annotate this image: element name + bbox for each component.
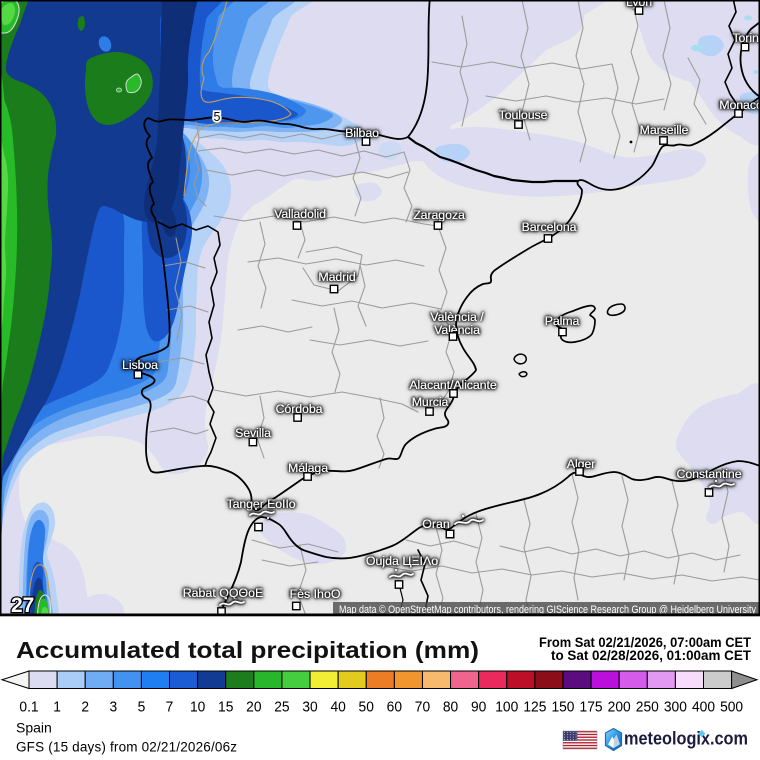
svg-text:80: 80 (443, 699, 458, 716)
svg-text:Sevilla: Sevilla (235, 426, 271, 440)
svg-text:Valladolid: Valladolid (274, 207, 326, 221)
svg-text:15: 15 (218, 699, 233, 716)
svg-text:100: 100 (495, 699, 518, 716)
svg-text:GFS (15 days) from 02/21/2026: GFS (15 days) from 02/21/2026/06z (16, 740, 237, 755)
svg-text:27: 27 (11, 594, 34, 617)
svg-text:Rabat QQΘоE: Rabat QQΘоE (183, 586, 264, 600)
svg-text:250: 250 (636, 699, 659, 716)
svg-text:Madrid: Madrid (318, 270, 355, 284)
svg-text:Zaragoza: Zaragoza (413, 208, 465, 222)
svg-text:300: 300 (664, 699, 687, 716)
svg-text:Córdoba: Córdoba (276, 402, 323, 416)
svg-text:Map data © OpenStreetMap contr: Map data © OpenStreetMap contributors, r… (339, 604, 756, 616)
svg-text:200: 200 (608, 699, 631, 716)
svg-text:València /: València / (430, 310, 484, 324)
svg-text:2: 2 (81, 699, 89, 716)
svg-text:Lyon: Lyon (626, 0, 652, 9)
svg-text:Oujda ЦΞIΛо: Oujda ЦΞIΛо (366, 554, 438, 568)
svg-text:5: 5 (214, 110, 221, 124)
svg-text:to Sat 02/28/2026, 01:00am CET: to Sat 02/28/2026, 01:00am CET (551, 648, 752, 663)
svg-text:Fès ІһоO: Fès ІһоO (290, 587, 341, 601)
svg-text:50: 50 (359, 699, 374, 716)
svg-text:10: 10 (190, 699, 205, 716)
svg-text:60: 60 (387, 699, 402, 716)
svg-text:70: 70 (415, 699, 430, 716)
svg-text:Bilbao: Bilbao (345, 126, 379, 140)
svg-text:Marseille: Marseille (640, 123, 689, 137)
svg-text:Palma: Palma (545, 314, 580, 328)
svg-text:90: 90 (471, 699, 486, 716)
svg-text:Oran: Oran (422, 517, 450, 531)
svg-text:30: 30 (302, 699, 317, 716)
svg-text:Lisboa: Lisboa (122, 358, 158, 372)
svg-text:Spain: Spain (16, 720, 52, 736)
svg-text:Torino: Torino (732, 31, 760, 45)
svg-text:175: 175 (580, 699, 603, 716)
svg-text:meteologix.com: meteologix.com (624, 728, 748, 749)
svg-text:5: 5 (138, 699, 146, 716)
svg-text:500: 500 (720, 699, 743, 716)
svg-text:València: València (434, 323, 480, 337)
svg-text:40: 40 (330, 699, 345, 716)
svg-text:125: 125 (523, 699, 546, 716)
svg-text:400: 400 (692, 699, 715, 716)
svg-text:Málaga: Málaga (288, 461, 328, 475)
svg-text:25: 25 (274, 699, 289, 716)
svg-text:150: 150 (551, 699, 574, 716)
svg-text:Monaco: Monaco (719, 98, 760, 112)
svg-text:Alger: Alger (567, 457, 595, 471)
svg-text:Constantine: Constantine (676, 467, 741, 481)
svg-text:Tanger EоIІо: Tanger EоIІо (226, 497, 295, 511)
svg-text:Toulouse: Toulouse (499, 108, 548, 122)
svg-text:3: 3 (109, 699, 117, 716)
svg-text:1: 1 (53, 699, 61, 716)
svg-text:Accumulated total precipitatio: Accumulated total precipitation (mm) (16, 637, 479, 663)
svg-text:20: 20 (246, 699, 261, 716)
svg-text:7: 7 (166, 699, 174, 716)
svg-text:Barcelona: Barcelona (522, 220, 577, 234)
svg-text:From Sat 02/21/2026, 07:00am C: From Sat 02/21/2026, 07:00am CET (539, 635, 752, 650)
svg-text:Alacant/Alicante: Alacant/Alicante (409, 378, 496, 392)
svg-text:Murcia: Murcia (412, 395, 449, 409)
svg-text:0.1: 0.1 (19, 699, 38, 716)
